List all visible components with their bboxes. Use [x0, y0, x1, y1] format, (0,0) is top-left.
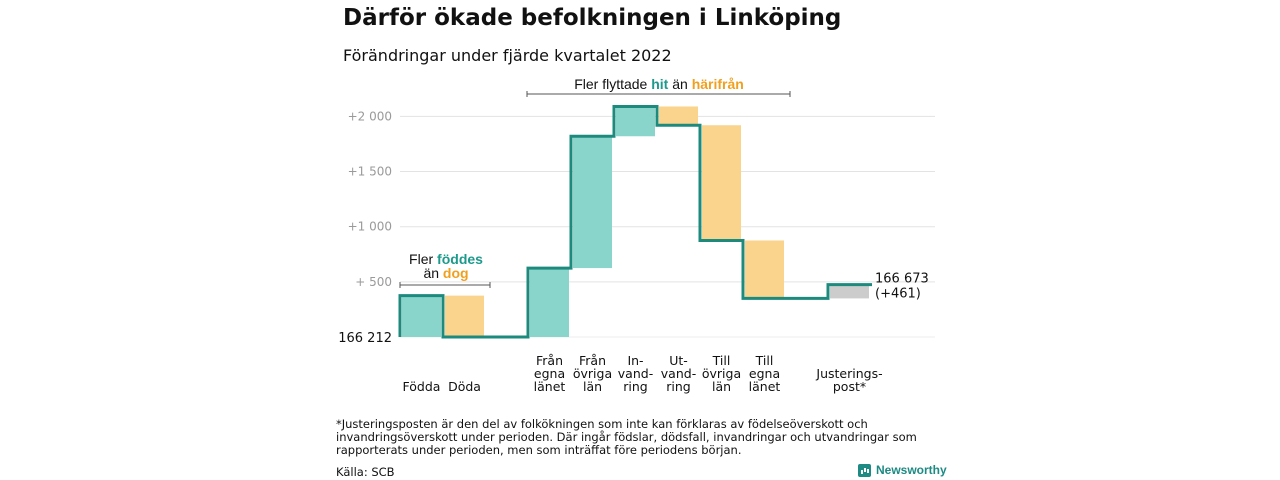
- category-label: Till: [712, 353, 731, 368]
- bar: [616, 106, 655, 137]
- annotation-text: Fler föddes: [409, 251, 483, 267]
- brand-logo: Newsworthy: [858, 463, 947, 477]
- annotation-text-part: härifrån: [692, 76, 744, 92]
- bar-chart-icon: [858, 463, 871, 477]
- source-label: Källa: SCB: [336, 465, 395, 479]
- footnote: *Justeringsposten är den del av folkökni…: [336, 417, 917, 457]
- annotation-text-part: hit: [651, 76, 668, 92]
- category-label: ring: [623, 379, 647, 394]
- annotation-text-part: än: [668, 76, 691, 92]
- category-label: övriga: [573, 366, 612, 381]
- bar: [830, 284, 869, 299]
- category-label: egna: [749, 366, 780, 381]
- annotation-text: Fler flyttade hit än härifrån: [574, 76, 744, 92]
- category-label: Från: [536, 353, 563, 368]
- category-label: länet: [749, 379, 781, 394]
- bar: [745, 240, 784, 299]
- annotation-text-part: än: [423, 265, 442, 281]
- bar: [659, 106, 698, 126]
- brand-name: Newsworthy: [876, 463, 947, 477]
- category-label: övriga: [702, 366, 741, 381]
- y-tick-label: +1 500: [348, 165, 392, 179]
- base-value-label: 166 212: [338, 331, 392, 346]
- category-label: Födda: [403, 379, 441, 394]
- y-tick-label: +2 000: [348, 109, 392, 123]
- chart-title: Därför ökade befolkningen i Linköping: [343, 5, 842, 31]
- end-value-label: 166 673: [875, 272, 929, 287]
- category-label: In-: [627, 353, 643, 368]
- category-label: egna: [534, 366, 565, 381]
- category-label: län: [712, 379, 731, 394]
- y-tick-label: + 500: [355, 275, 392, 289]
- bar: [702, 125, 741, 241]
- category-label: Döda: [448, 379, 481, 394]
- chart-subtitle: Förändringar under fjärde kvartalet 2022: [343, 46, 672, 65]
- category-label: Justerings-: [815, 366, 882, 381]
- bar: [402, 295, 441, 337]
- category-label: vand-: [661, 366, 696, 381]
- category-label: Till: [755, 353, 774, 368]
- category-label: ring: [666, 379, 690, 394]
- cumulative-step-line: [398, 104, 872, 339]
- category-label: Ut-: [669, 353, 688, 368]
- annotation-text-part: dog: [443, 265, 469, 281]
- category-label: Från: [579, 353, 606, 368]
- bar: [445, 295, 484, 337]
- annotation-text-part: Fler flyttade: [574, 76, 651, 92]
- annotation-text-part: föddes: [437, 251, 483, 267]
- category-label: län: [583, 379, 602, 394]
- bar: [573, 136, 612, 269]
- end-change-label: (+461): [875, 287, 921, 302]
- category-label: post*: [833, 379, 866, 394]
- category-label: länet: [534, 379, 566, 394]
- y-tick-label: +1 000: [348, 220, 392, 234]
- annotation-text: än dog: [423, 265, 468, 281]
- category-label: vand-: [618, 366, 653, 381]
- bar: [530, 268, 569, 337]
- annotation-text-part: Fler: [409, 251, 437, 267]
